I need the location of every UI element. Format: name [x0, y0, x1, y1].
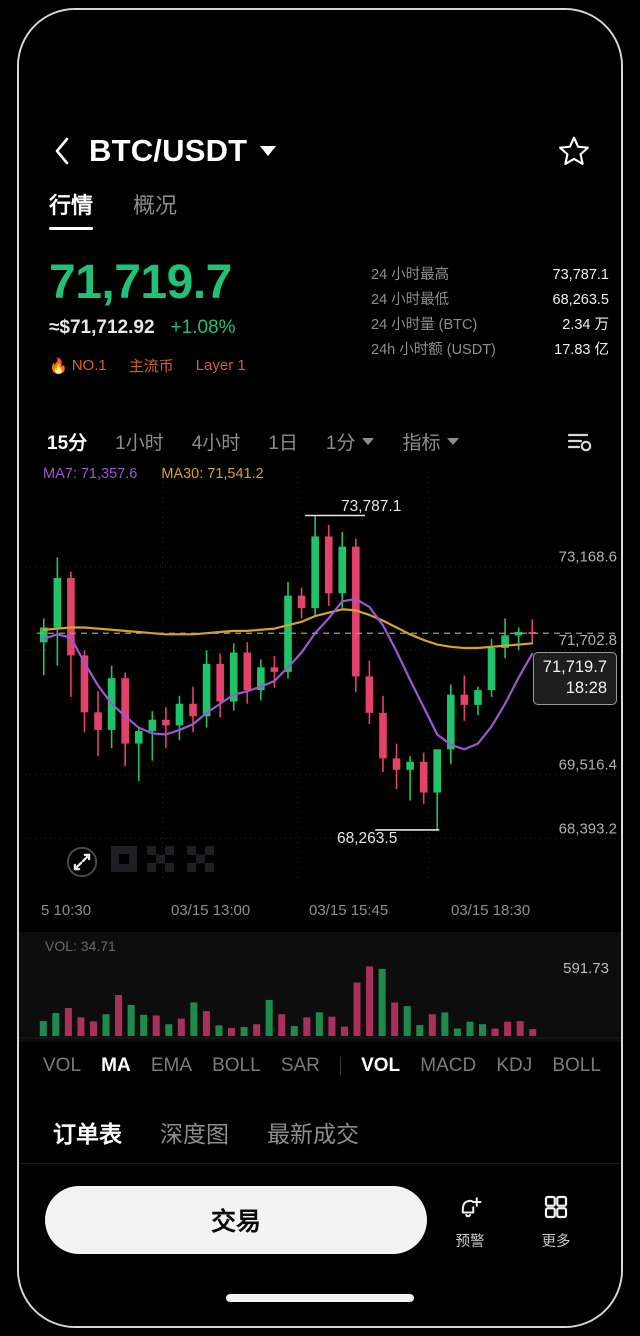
- timeframe-1h-label: 1小时: [115, 432, 164, 454]
- alert-label: 预警: [455, 1233, 485, 1250]
- ma-legend: MA7: 71,357.6 MA30: 71,541.2: [43, 466, 264, 482]
- trade-button[interactable]: 交易: [45, 1186, 427, 1254]
- svg-text:68,393.2: 68,393.2: [559, 821, 617, 838]
- indicator-vol-sub[interactable]: VOL: [361, 1055, 401, 1076]
- bell-plus-icon: [455, 1190, 485, 1224]
- tag-row: 🔥 NO.1 主流币 Layer 1: [49, 355, 349, 376]
- back-icon[interactable]: [49, 136, 75, 166]
- app-header: BTC/USDT: [19, 120, 621, 182]
- top-tabs: 行情 概况: [19, 188, 621, 240]
- page-title: BTC/USDT: [89, 133, 248, 168]
- low-marker-label: 68,263.5: [337, 830, 398, 847]
- caret-down-icon[interactable]: [260, 146, 277, 156]
- home-indicator: [226, 1294, 414, 1302]
- expand-icon[interactable]: [65, 845, 99, 879]
- indicator-sar[interactable]: SAR: [280, 1055, 320, 1076]
- chevron-down-icon: [447, 437, 460, 445]
- stat-row: 24 小时最低 68,263.5: [371, 288, 609, 312]
- timeframe-15m[interactable]: 15分: [47, 428, 87, 455]
- indicator-boll[interactable]: BOLL: [212, 1055, 261, 1076]
- indicator-menu[interactable]: 指标: [402, 428, 460, 455]
- timeframe-bar: 15分 1小时 4小时 1日 1分 指标: [19, 418, 621, 464]
- candlestick-chart[interactable]: 73,168.6 71,702.8 69,516.4 68,393.2 MA7: 71…: [19, 462, 621, 902]
- price-block: 71,719.7 ≈$71,712.92 +1.08% 🔥 NO.1 主流币 L…: [49, 255, 349, 376]
- volume-chart[interactable]: VOL: 34.71 591.73: [19, 932, 621, 1042]
- stat-value-low: 68,263.5: [552, 292, 609, 308]
- stat-label-turnover-usdt: 24h 小时额 (USDT): [371, 342, 496, 358]
- indicator-macd[interactable]: MACD: [420, 1055, 477, 1076]
- section-tabs: 订单表 深度图 最新成交: [19, 1100, 621, 1164]
- indicator-ema[interactable]: EMA: [150, 1055, 192, 1076]
- stat-row: 24 小时最高 73,787.1: [371, 263, 609, 287]
- current-price-tag: 71,719.7 18:28: [532, 652, 617, 705]
- high-marker-label: 73,787.1: [341, 498, 402, 515]
- timeframe-1d[interactable]: 1日: [268, 428, 298, 455]
- indicator-divider: [340, 1057, 341, 1075]
- stat-label-volume-btc: 24 小时量 (BTC): [371, 317, 478, 333]
- tab-recent-trades[interactable]: 最新成交: [267, 1120, 359, 1147]
- svg-text:69,516.4: 69,516.4: [559, 757, 617, 774]
- chart-settings-icon[interactable]: [563, 429, 593, 453]
- indicator-kdj[interactable]: KDJ: [496, 1055, 533, 1076]
- indicator-vol-main[interactable]: VOL: [43, 1055, 82, 1076]
- tag-rank[interactable]: 🔥 NO.1: [49, 357, 107, 375]
- stat-value-high: 73,787.1: [552, 267, 609, 283]
- timeframe-4h-label: 4小时: [191, 432, 241, 454]
- timeframe-more[interactable]: 1分: [326, 428, 375, 455]
- okx-logo-icon: [111, 842, 233, 881]
- chevron-down-icon: [362, 437, 375, 445]
- current-price-time: 18:28: [565, 679, 607, 697]
- phone-frame: BTC/USDT 行情 概况 71,719.7 ≈$71,712.92 +1.0…: [17, 8, 623, 1328]
- stat-row: 24 小时量 (BTC) 2.34 万: [371, 313, 609, 337]
- alert-button[interactable]: 预警: [427, 1190, 513, 1251]
- x-tick: 03/15 15:45: [309, 902, 389, 919]
- tab-overview[interactable]: 概况: [133, 193, 178, 218]
- tab-market[interactable]: 行情: [49, 188, 94, 230]
- svg-text:73,168.6: 73,168.6: [559, 549, 617, 566]
- indicator-boll-sub[interactable]: BOLL: [552, 1055, 601, 1076]
- tag-rank-label: NO.1: [71, 357, 107, 374]
- x-tick: 5 10:30: [41, 902, 92, 919]
- volume-max-label: 591.73: [563, 960, 609, 977]
- svg-text:71,702.8: 71,702.8: [559, 632, 617, 649]
- stat-value-turnover-usdt: 17.83 亿: [554, 342, 609, 358]
- last-price: 71,719.7: [49, 256, 232, 309]
- tab-order-book[interactable]: 订单表: [53, 1120, 122, 1147]
- tag-layer1[interactable]: Layer 1: [195, 357, 246, 374]
- usd-price: ≈$71,712.92: [49, 317, 155, 338]
- grid-icon: [541, 1190, 571, 1224]
- stat-label-high: 24 小时最高: [371, 267, 450, 283]
- stat-row: 24h 小时额 (USDT) 17.83 亿: [371, 338, 609, 362]
- app-screen: BTC/USDT 行情 概况 71,719.7 ≈$71,712.92 +1.0…: [19, 10, 621, 1326]
- indicator-menu-label: 指标: [402, 432, 441, 454]
- ma7-legend: MA7: 71,357.6: [43, 466, 138, 482]
- price-sub-row: ≈$71,712.92 +1.08%: [49, 317, 349, 339]
- stat-value-volume-btc: 2.34 万: [562, 317, 609, 333]
- volume-legend: VOL: 34.71: [45, 938, 116, 954]
- current-price-value: 71,719.7: [542, 658, 607, 676]
- x-tick: 03/15 18:30: [451, 902, 531, 919]
- more-label: 更多: [541, 1233, 571, 1250]
- stats-panel: 24 小时最高 73,787.1 24 小时最低 68,263.5 24 小时量…: [371, 263, 609, 363]
- timeframe-1h[interactable]: 1小时: [115, 428, 164, 455]
- timeframe-4h[interactable]: 4小时: [192, 428, 241, 455]
- more-button[interactable]: 更多: [513, 1190, 599, 1251]
- tag-mainstream[interactable]: 主流币: [128, 358, 174, 375]
- action-bar: 交易 预警: [19, 1170, 621, 1270]
- tab-depth-chart[interactable]: 深度图: [160, 1120, 229, 1147]
- timeframe-15m-label: 15分: [47, 432, 88, 454]
- timeframe-more-label: 1分: [325, 432, 356, 454]
- ma30-legend: MA30: 71,541.2: [161, 466, 264, 482]
- indicator-row: VOL MA EMA BOLL SAR VOL MACD KDJ BOLL: [19, 1042, 621, 1090]
- change-percent: +1.08%: [170, 317, 236, 338]
- stat-label-low: 24 小时最低: [371, 292, 450, 308]
- chart-watermark: [65, 842, 233, 881]
- x-tick: 03/15 13:00: [171, 902, 251, 919]
- star-icon[interactable]: [557, 134, 591, 168]
- timeframe-1d-label: 1日: [268, 432, 298, 454]
- indicator-ma[interactable]: MA: [101, 1055, 131, 1076]
- chart-x-axis: 5 10:30 03/15 13:00 03/15 15:45 03/15 18…: [19, 902, 621, 932]
- fire-icon: 🔥: [49, 357, 68, 375]
